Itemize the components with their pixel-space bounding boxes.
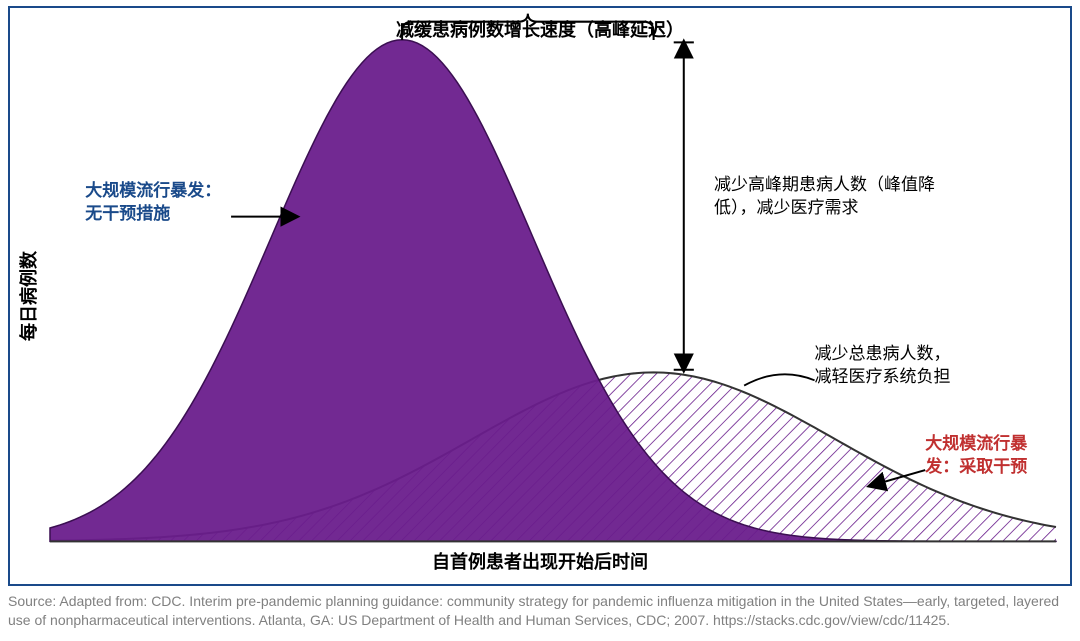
annotation-no-intervention-line2: 无干预措施 [85, 204, 170, 223]
top-brace [402, 14, 653, 40]
x-axis-label: 自首例患者出现开始后时间 [10, 548, 1070, 574]
annotation-reduce-peak-line1: 减少高峰期患病人数（峰值降 [714, 175, 935, 194]
annotation-no-intervention: 大规模流行暴发： 无干预措施 [85, 180, 236, 226]
annotation-reduce-peak-line2: 低），减少医疗需求 [714, 198, 859, 217]
chart-frame: 每日病例数 自首例患者出现开始后时间 减缓患病例数增长速度（高峰延迟） [8, 6, 1072, 586]
annotation-reduce-total-line2: 减轻医疗系统负担 [815, 367, 951, 386]
annotation-reduce-total: 减少总患病人数， 减轻医疗系统负担 [815, 343, 1036, 389]
plot-stage: 大规模流行暴发： 无干预措施 减少高峰期患病人数（峰值降 低），减少医疗需求 减… [50, 16, 1056, 544]
curve-no-intervention [50, 40, 1056, 542]
annotation-no-intervention-line1: 大规模流行暴发： [85, 181, 221, 200]
pointer-reduce-total [744, 374, 814, 385]
plot-svg [50, 16, 1056, 544]
annotation-with-intervention-line2: 发：采取干预 [925, 457, 1027, 476]
annotation-reduce-peak: 减少高峰期患病人数（峰值降 低），减少医疗需求 [714, 174, 1016, 220]
annotation-with-intervention-line1: 大规模流行暴 [925, 434, 1027, 453]
y-axis-label: 每日病例数 [15, 251, 41, 341]
source-citation: Source: Adapted from: CDC. Interim pre-p… [8, 592, 1072, 630]
annotation-with-intervention: 大规模流行暴 发：采取干预 [925, 433, 1056, 479]
annotation-reduce-total-line1: 减少总患病人数， [815, 344, 951, 363]
